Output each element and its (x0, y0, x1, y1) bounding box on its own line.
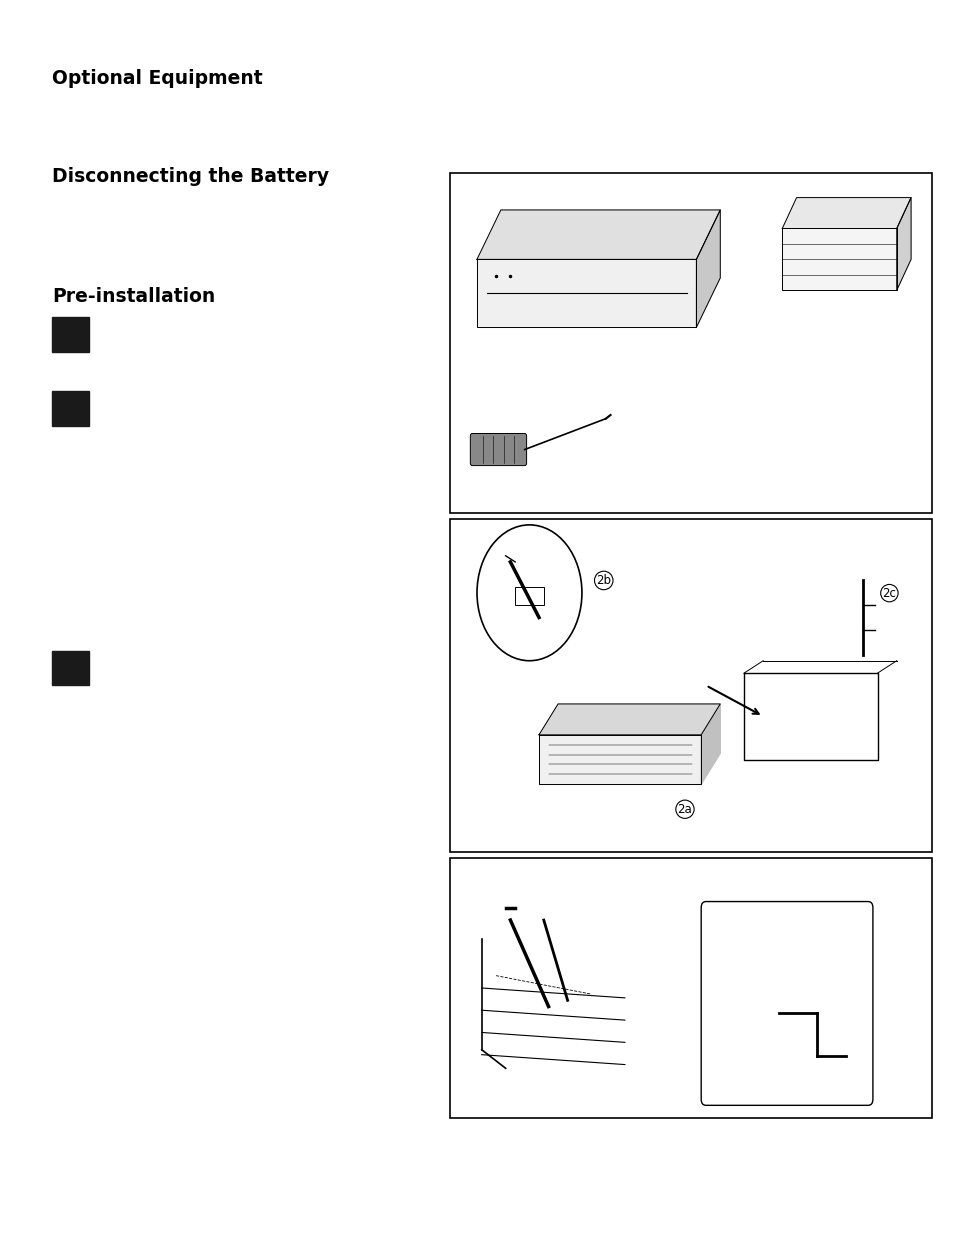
Polygon shape (696, 210, 720, 327)
Text: 2b: 2b (596, 574, 611, 587)
FancyBboxPatch shape (700, 902, 872, 1105)
Polygon shape (781, 228, 896, 290)
Bar (515, 587, 543, 605)
Bar (52, 391, 89, 426)
Polygon shape (476, 210, 720, 259)
Text: Pre-installation: Pre-installation (52, 287, 215, 305)
Text: 2a: 2a (677, 803, 692, 816)
Polygon shape (538, 735, 700, 784)
Polygon shape (781, 198, 910, 228)
Polygon shape (896, 198, 910, 290)
Polygon shape (538, 704, 720, 735)
Bar (450, 858, 931, 1118)
Polygon shape (700, 704, 720, 784)
Text: Optional Equipment: Optional Equipment (52, 69, 263, 88)
Bar (52, 651, 89, 685)
Bar (450, 519, 931, 852)
FancyBboxPatch shape (470, 433, 526, 466)
Text: Disconnecting the Battery: Disconnecting the Battery (52, 167, 329, 185)
Polygon shape (476, 259, 696, 327)
Text: 2c: 2c (882, 587, 896, 600)
Bar (52, 317, 89, 352)
Bar (450, 173, 931, 513)
